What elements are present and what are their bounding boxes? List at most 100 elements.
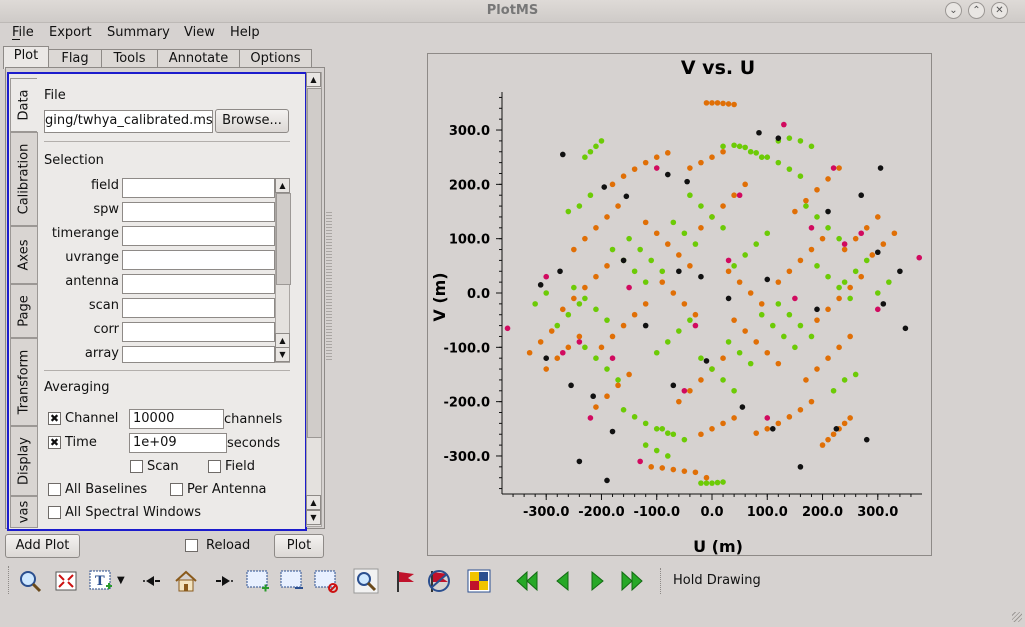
channel-average-input[interactable]: 10000 bbox=[129, 409, 224, 429]
data-point bbox=[897, 268, 903, 275]
data-point bbox=[676, 268, 682, 275]
next-iteration-icon[interactable] bbox=[584, 568, 610, 594]
close-icon[interactable]: ✕ bbox=[991, 2, 1008, 19]
data-point bbox=[698, 431, 704, 438]
previous-iteration-icon[interactable] bbox=[550, 568, 576, 594]
divider bbox=[44, 141, 290, 142]
step-back-icon[interactable] bbox=[140, 568, 166, 594]
uvrange-input[interactable] bbox=[122, 250, 275, 270]
menu-export[interactable]: Export bbox=[49, 25, 92, 40]
data-point bbox=[532, 301, 538, 307]
data-point bbox=[620, 257, 627, 264]
dropdown-arrow-icon[interactable]: ▼ bbox=[117, 575, 125, 586]
first-iteration-icon[interactable] bbox=[514, 568, 540, 594]
tab-options[interactable]: Options bbox=[239, 49, 312, 68]
side-tab-transform[interactable]: Transform bbox=[10, 338, 38, 426]
menu-bar: File Export Summary View Help bbox=[0, 23, 1025, 43]
plot-canvas-panel[interactable]: V vs. U U (m) V (m) -300.0 -200.0 -100.0 0.… bbox=[427, 53, 932, 556]
per-antenna-checkbox[interactable] bbox=[170, 483, 183, 496]
tab-plot[interactable]: Plot bbox=[3, 46, 49, 69]
add-plot-button[interactable]: Add Plot bbox=[5, 534, 80, 558]
tab-annotate[interactable]: Annotate bbox=[157, 49, 240, 68]
scroll-up-icon[interactable]: ▲ bbox=[275, 333, 290, 348]
menu-help[interactable]: Help bbox=[230, 25, 260, 40]
annotate-text-icon[interactable]: T bbox=[88, 568, 114, 594]
data-point bbox=[852, 268, 859, 275]
inspect-icon[interactable] bbox=[353, 568, 379, 594]
reload-checkbox[interactable] bbox=[185, 539, 198, 552]
side-tab-calibration[interactable]: Calibration bbox=[10, 132, 38, 226]
divider bbox=[44, 370, 290, 371]
side-tab-axes[interactable]: Axes bbox=[10, 226, 38, 284]
step-forward-icon[interactable] bbox=[210, 568, 236, 594]
maximize-icon[interactable]: ⌃ bbox=[968, 2, 985, 19]
all-spectral-windows-checkbox[interactable] bbox=[48, 506, 61, 519]
clear-region-icon[interactable] bbox=[313, 568, 339, 594]
menu-file[interactable]: File bbox=[12, 25, 34, 40]
add-region-icon[interactable] bbox=[245, 568, 271, 594]
scroll-up-icon[interactable]: ▲ bbox=[275, 178, 290, 193]
panel-scroll-thumb[interactable] bbox=[307, 88, 322, 438]
data-point bbox=[664, 430, 671, 436]
zoom-fit-icon[interactable] bbox=[53, 568, 79, 594]
splitter-handle[interactable] bbox=[326, 210, 332, 360]
data-point bbox=[609, 428, 616, 435]
data-point bbox=[841, 246, 848, 253]
data-point bbox=[731, 263, 737, 269]
data-point bbox=[604, 317, 610, 323]
data-point bbox=[642, 420, 649, 427]
field-input[interactable] bbox=[122, 178, 275, 198]
data-point bbox=[814, 263, 820, 269]
side-tab-page[interactable]: Page bbox=[10, 284, 38, 338]
scan-checkbox[interactable] bbox=[130, 460, 143, 473]
subtract-region-icon[interactable] bbox=[279, 568, 305, 594]
file-path-input[interactable]: ging/twhya_calibrated.ms bbox=[44, 110, 213, 133]
browse-button[interactable]: Browse... bbox=[215, 109, 289, 133]
time-average-input[interactable]: 1e+09 bbox=[129, 433, 227, 453]
window-title-bar[interactable] bbox=[0, 0, 1025, 23]
scan-input[interactable] bbox=[122, 298, 275, 318]
scroll-up-icon[interactable]: ▲ bbox=[306, 72, 321, 87]
data-point bbox=[543, 355, 550, 361]
tab-tools[interactable]: Tools bbox=[101, 49, 158, 68]
scroll-down-icon[interactable]: ▼ bbox=[306, 510, 321, 525]
plot-button[interactable]: Plot bbox=[274, 534, 324, 558]
data-point bbox=[642, 322, 649, 329]
all-baselines-checkbox[interactable] bbox=[48, 483, 61, 496]
menu-view[interactable]: View bbox=[184, 25, 215, 40]
zoom-icon[interactable] bbox=[17, 568, 43, 594]
time-checkbox[interactable]: ✖ bbox=[48, 436, 61, 449]
field-checkbox[interactable] bbox=[208, 460, 221, 473]
channel-checkbox[interactable]: ✖ bbox=[48, 412, 61, 425]
side-tab-canvas[interactable]: vas bbox=[10, 496, 38, 528]
spw-input[interactable] bbox=[122, 202, 275, 222]
menu-summary[interactable]: Summary bbox=[107, 25, 170, 40]
scroll-down-icon[interactable]: ▼ bbox=[275, 347, 290, 362]
tab-flag[interactable]: Flag bbox=[48, 49, 102, 68]
data-point bbox=[631, 166, 638, 172]
data-point bbox=[698, 480, 704, 486]
data-point bbox=[642, 279, 649, 285]
data-point bbox=[631, 414, 638, 420]
home-icon[interactable] bbox=[173, 568, 199, 594]
side-tab-display[interactable]: Display bbox=[10, 426, 38, 496]
x-tick-label: 200.0 bbox=[802, 505, 843, 520]
array-input[interactable] bbox=[122, 346, 275, 363]
timerange-input[interactable] bbox=[122, 226, 275, 246]
resize-grip-icon[interactable] bbox=[1012, 612, 1022, 622]
data-point bbox=[720, 148, 726, 155]
data-point bbox=[598, 344, 605, 351]
flag-icon[interactable] bbox=[392, 568, 418, 594]
selection-scroll-thumb[interactable] bbox=[276, 193, 291, 285]
minimize-icon[interactable]: ⌄ bbox=[945, 2, 962, 19]
side-tab-data[interactable]: Data bbox=[10, 78, 37, 132]
unflag-icon[interactable] bbox=[426, 568, 452, 594]
last-iteration-icon[interactable] bbox=[619, 568, 645, 594]
data-point bbox=[653, 447, 660, 454]
hold-drawing-label[interactable]: Hold Drawing bbox=[673, 573, 761, 588]
locate-icon[interactable] bbox=[466, 568, 492, 594]
scroll-up-icon[interactable]: ▲ bbox=[306, 495, 321, 510]
data-point bbox=[808, 246, 815, 253]
antenna-input[interactable] bbox=[122, 274, 275, 294]
corr-input[interactable] bbox=[122, 322, 275, 342]
